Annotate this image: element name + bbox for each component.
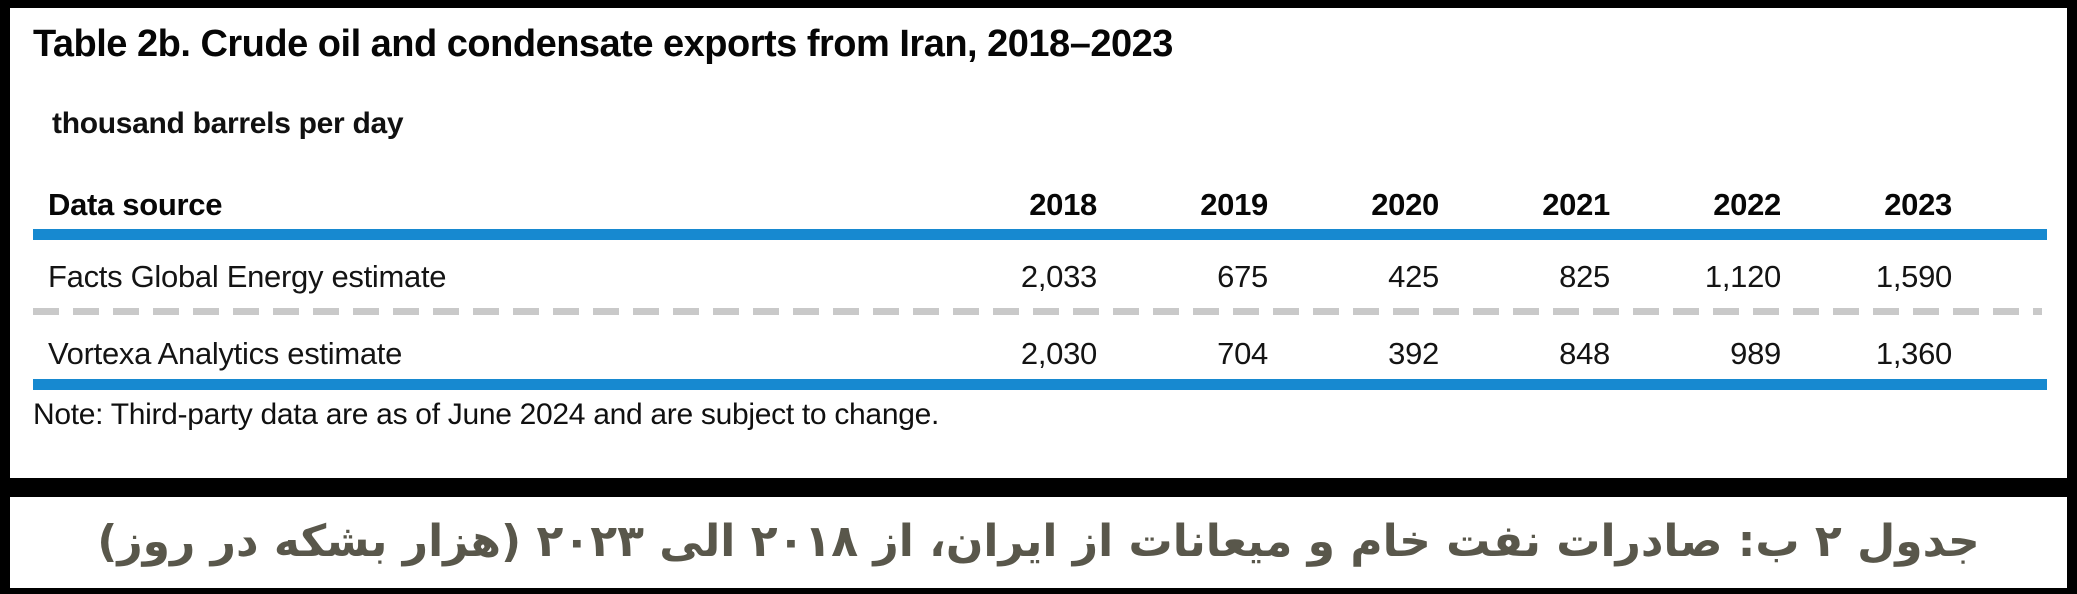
table-title: Table 2b. Crude oil and condensate expor…	[33, 23, 1173, 65]
column-header-year-2023: 2023	[1884, 186, 1952, 222]
row-divider-dashed-rule	[33, 307, 2042, 315]
caption-panel: جدول ۲ ب: صادرات نفت خام و میعانات از ای…	[10, 497, 2067, 588]
value-vortexa-2023: 1,360	[1875, 335, 1952, 371]
value-fge-2022: 1,120	[1704, 258, 1781, 294]
value-fge-2018: 2,033	[1020, 258, 1097, 294]
table-row: Facts Global Energy estimate 2,033 675 4…	[10, 258, 2067, 295]
table-unit-subtitle: thousand barrels per day	[52, 106, 404, 140]
column-header-year-2021: 2021	[1542, 186, 1610, 222]
table-row: Vortexa Analytics estimate 2,030 704 392…	[10, 335, 2067, 372]
row-label-facts-global-energy: Facts Global Energy estimate	[48, 258, 447, 294]
footer-divider-blue-rule	[33, 379, 2047, 391]
value-fge-2020: 425	[1388, 258, 1439, 294]
column-header-year-2022: 2022	[1713, 186, 1781, 222]
column-header-data-source: Data source	[48, 186, 223, 222]
value-vortexa-2018: 2,030	[1020, 335, 1097, 371]
row-label-vortexa-analytics: Vortexa Analytics estimate	[48, 335, 403, 371]
value-fge-2019: 675	[1217, 258, 1268, 294]
column-header-year-2020: 2020	[1371, 186, 1439, 222]
value-vortexa-2022: 989	[1730, 335, 1781, 371]
value-fge-2023: 1,590	[1875, 258, 1952, 294]
black-separator-bar	[10, 478, 2067, 497]
table-panel: Table 2b. Crude oil and condensate expor…	[10, 8, 2067, 478]
value-fge-2021: 825	[1559, 258, 1610, 294]
column-header-year-2018: 2018	[1029, 186, 1097, 222]
persian-caption: جدول ۲ ب: صادرات نفت خام و میعانات از ای…	[97, 516, 1980, 568]
value-vortexa-2019: 704	[1217, 335, 1268, 371]
column-header-year-2019: 2019	[1200, 186, 1268, 222]
value-vortexa-2021: 848	[1559, 335, 1610, 371]
table-header-row: Data source 2018 2019 2020 2021 2022 202…	[10, 186, 2067, 223]
table-note: Note: Third-party data are as of June 20…	[33, 398, 940, 432]
value-vortexa-2020: 392	[1388, 335, 1439, 371]
header-divider-blue-rule	[33, 228, 2047, 240]
